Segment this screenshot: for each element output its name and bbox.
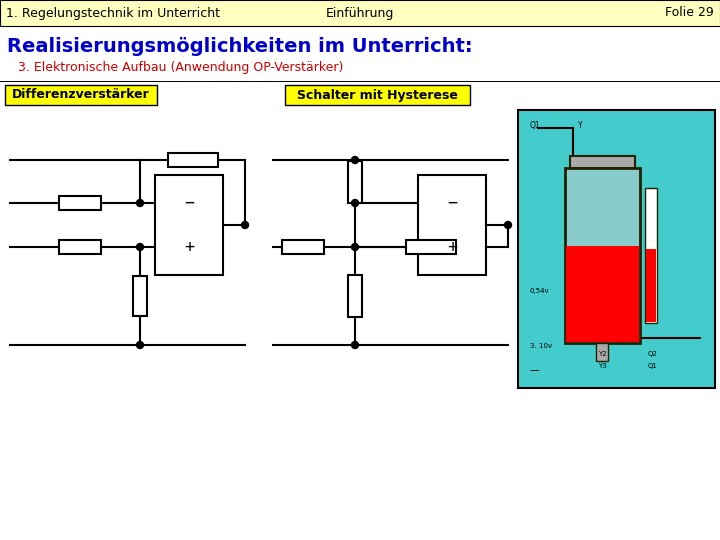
Bar [570, 156, 635, 168]
Bar [59, 196, 101, 210]
Bar [645, 188, 657, 323]
Bar [0, 0, 720, 26]
Bar [596, 343, 608, 361]
Text: 1. Regelungstechnik im Unterricht: 1. Regelungstechnik im Unterricht [6, 6, 220, 19]
Text: −: − [184, 194, 194, 212]
Circle shape [351, 199, 359, 206]
Text: Y: Y [578, 121, 582, 130]
Text: Realisierungsmöglichkeiten im Unterricht:: Realisierungsmöglichkeiten im Unterricht… [7, 37, 472, 56]
Bar [566, 246, 639, 342]
Text: Einführung: Einführung [326, 6, 394, 19]
Bar [348, 275, 362, 317]
Text: +: + [447, 238, 457, 256]
Circle shape [137, 199, 143, 206]
Circle shape [351, 157, 359, 164]
Bar [155, 175, 223, 275]
Text: Q1: Q1 [648, 363, 658, 369]
Bar [282, 240, 324, 254]
Bar [418, 175, 486, 275]
Text: Q1: Q1 [530, 121, 541, 130]
Text: 0,54v: 0,54v [530, 288, 549, 294]
Text: Y2: Y2 [598, 351, 607, 357]
Text: Differenzverstärker: Differenzverstärker [12, 89, 150, 102]
Bar [168, 153, 217, 167]
Text: Folie 29: Folie 29 [665, 6, 714, 19]
Circle shape [351, 341, 359, 348]
Bar [59, 240, 101, 254]
Bar [646, 249, 656, 322]
Bar [285, 85, 470, 105]
Text: Schalter mit Hysterese: Schalter mit Hysterese [297, 89, 458, 102]
Text: −: − [447, 194, 457, 212]
Circle shape [505, 221, 511, 228]
Circle shape [241, 221, 248, 228]
Text: +: + [184, 238, 194, 256]
Bar [348, 160, 362, 202]
Circle shape [137, 244, 143, 251]
Text: Q2: Q2 [648, 351, 658, 357]
Bar [518, 110, 715, 388]
Bar [133, 276, 147, 316]
Circle shape [351, 244, 359, 251]
Text: Y3: Y3 [598, 363, 607, 369]
Text: 3. 10v: 3. 10v [530, 343, 552, 349]
Bar [565, 168, 640, 343]
Bar [405, 240, 456, 254]
Text: —: — [530, 365, 540, 375]
Bar [5, 85, 157, 105]
Text: 3. Elektronische Aufbau (Anwendung OP-Verstärker): 3. Elektronische Aufbau (Anwendung OP-Ve… [18, 62, 343, 75]
Circle shape [137, 341, 143, 348]
